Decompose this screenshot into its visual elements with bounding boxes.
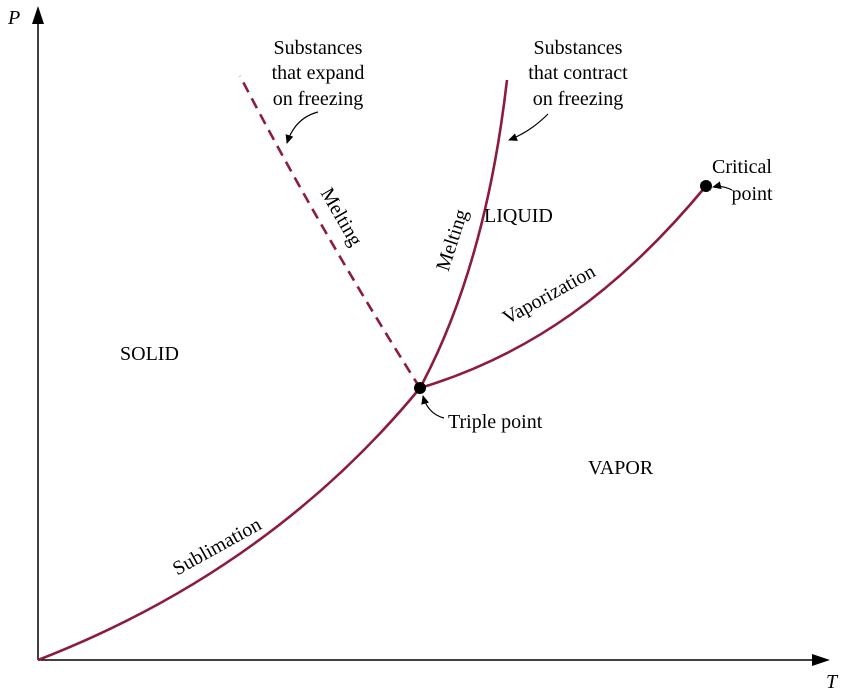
pointer [508,113,549,141]
annotation: that expand [272,62,365,84]
pointer [285,111,319,144]
annotation: point [731,183,773,205]
p-label: P [7,7,20,29]
melting-curve [418,79,509,389]
annotation: Triple point [448,411,543,433]
sublimation-curve [37,387,422,662]
region-label: SOLID [120,343,179,365]
critical-point-dot [700,180,712,192]
melting-curve-dashed [238,75,422,389]
region-label: VAPOR [588,457,654,479]
pointer [712,181,733,191]
annotation: on freezing [273,88,364,110]
pointer [421,395,445,419]
annotation: Substances [534,37,623,59]
region-label: LIQUID [484,205,553,227]
curve-label: Melting [432,207,472,274]
p-axis-arrow [32,6,44,24]
annotation: Critical [712,156,772,178]
annotation: on freezing [533,88,624,110]
curve-label: Melting [316,184,367,250]
curve-label: Vaporization [499,260,599,329]
triple-point-dot [414,382,426,394]
annotation: Substances [274,37,363,59]
annotation: that contract [528,62,628,84]
vaporization-curve [419,185,708,390]
t-axis-arrow [812,654,830,666]
t-label: T [826,671,839,693]
